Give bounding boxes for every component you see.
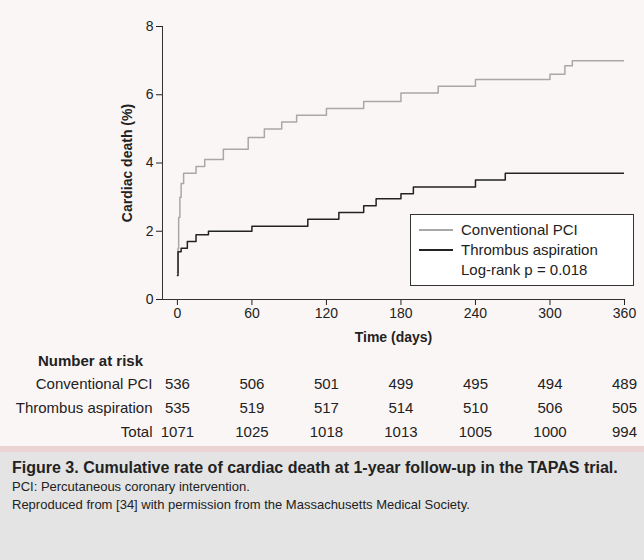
svg-text:2: 2 [146, 223, 154, 239]
svg-text:501: 501 [314, 375, 339, 392]
svg-text:994: 994 [612, 423, 637, 440]
html-text:Reproduced from [34] with perm: Reproduced from [34] with permission fro… [12, 497, 470, 512]
svg-text:499: 499 [388, 375, 413, 392]
svg-text:240: 240 [464, 305, 488, 321]
html-text:Figure 3. Cumulative rate of c: Figure 3. Cumulative rate of cardiac dea… [12, 459, 618, 476]
svg-text:505: 505 [612, 399, 637, 416]
svg-text:536: 536 [165, 375, 190, 392]
svg-text:0: 0 [146, 291, 154, 307]
svg-text:Time (days): Time (days) [355, 329, 433, 345]
svg-text:1071: 1071 [161, 423, 194, 440]
svg-text:60: 60 [244, 305, 260, 321]
html-text:Log-rank p = 0.018: Log-rank p = 0.018 [461, 261, 588, 278]
svg-text:506: 506 [537, 399, 562, 416]
svg-text:514: 514 [388, 399, 413, 416]
svg-text:510: 510 [463, 399, 488, 416]
svg-text:180: 180 [389, 305, 413, 321]
svg-text:535: 535 [165, 399, 190, 416]
svg-text:Thrombus aspiration: Thrombus aspiration [16, 399, 153, 416]
svg-text:517: 517 [314, 399, 339, 416]
svg-text:1025: 1025 [235, 423, 268, 440]
svg-text:506: 506 [239, 375, 264, 392]
svg-text:1005: 1005 [459, 423, 492, 440]
svg-text:1000: 1000 [533, 423, 566, 440]
svg-text:519: 519 [239, 399, 264, 416]
svg-text:4: 4 [146, 154, 154, 170]
svg-text:0: 0 [174, 305, 182, 321]
svg-text:Conventional PCI: Conventional PCI [36, 375, 153, 392]
svg-text:360: 360 [613, 305, 637, 321]
svg-text:300: 300 [538, 305, 562, 321]
html-text:PCI: Percutaneous coronary int: PCI: Percutaneous coronary intervention. [12, 479, 250, 494]
html-text:Number at risk: Number at risk [38, 352, 143, 369]
html-text:Conventional PCI: Conventional PCI [461, 221, 578, 238]
svg-text:120: 120 [315, 305, 339, 321]
svg-text:1018: 1018 [310, 423, 343, 440]
svg-text:Cardiac death (%): Cardiac death (%) [119, 104, 135, 222]
svg-text:6: 6 [146, 86, 154, 102]
svg-text:495: 495 [463, 375, 488, 392]
svg-text:8: 8 [146, 18, 154, 34]
svg-text:489: 489 [612, 375, 637, 392]
svg-text:1013: 1013 [384, 423, 417, 440]
svg-text:494: 494 [537, 375, 562, 392]
svg-text:Total: Total [121, 423, 153, 440]
html-text:Thrombus aspiration: Thrombus aspiration [461, 241, 598, 258]
